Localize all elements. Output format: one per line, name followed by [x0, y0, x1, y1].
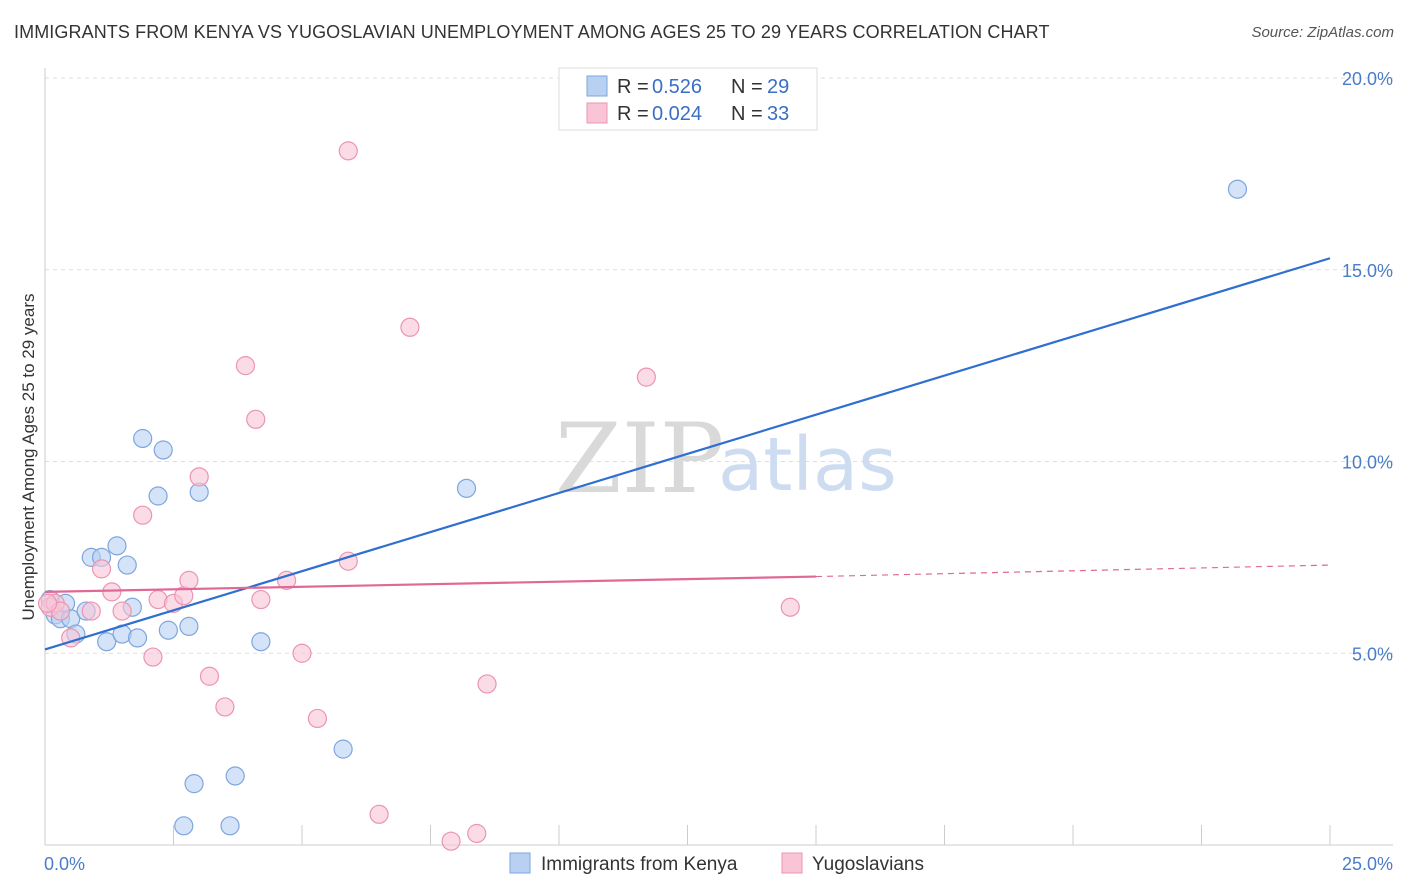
kenya-point-19 — [174, 816, 194, 836]
y-axis-label: Unemployment Among Ages 25 to 29 years — [19, 294, 38, 621]
y-tick-label-1: 10.0% — [1342, 453, 1393, 473]
watermark: ZIP atlas — [555, 403, 897, 515]
kenya-point-25 — [251, 632, 271, 652]
yugoslavians-point-19 — [251, 589, 271, 610]
legend-yugo-n-value: 33 — [767, 103, 789, 125]
yugoslavians-point-27 — [441, 831, 461, 851]
watermark-zip: ZIP — [555, 403, 724, 515]
yugoslavians-point-4 — [81, 601, 101, 621]
x-tick-label-1: 25.0% — [1342, 854, 1393, 874]
trend-line-kenya — [44, 257, 1331, 651]
kenya-point-10 — [107, 536, 127, 556]
y-tick-label-3: 20.0% — [1342, 69, 1393, 89]
chart-title: IMMIGRANTS FROM KENYA VS YUGOSLAVIAN UNE… — [14, 22, 1050, 42]
yugoslavians-point-21 — [292, 643, 312, 663]
source-credit: Source: ZipAtlas.com — [1251, 24, 1394, 41]
yugoslavians-point-20 — [276, 570, 297, 590]
yugoslavians-point-6 — [102, 582, 122, 602]
legend-kenya-n-label: N = — [731, 76, 763, 98]
kenya-point-27 — [456, 478, 477, 498]
trend-lines — [44, 257, 1331, 651]
grid-lines — [45, 77, 1393, 654]
kenya-point-9 — [97, 632, 117, 652]
x-tick-label-0: 0.0% — [44, 854, 85, 874]
kenya-point-11 — [117, 555, 137, 575]
kenya-point-21 — [184, 774, 204, 794]
legend-swatch-kenya — [586, 75, 608, 97]
yugoslavians-point-16 — [215, 697, 235, 717]
yugoslavians-point-31 — [780, 597, 800, 617]
legend-kenya-r-value: 0.526 — [652, 76, 702, 98]
yugoslavians-point-17 — [235, 356, 256, 376]
yugoslavians-point-18 — [246, 409, 266, 429]
bottom-legend: Immigrants from Kenya Yugoslavians — [509, 852, 924, 875]
bottom-legend-kenya-label: Immigrants from Kenya — [541, 854, 738, 875]
bottom-legend-swatch-kenya — [509, 852, 531, 874]
legend-yugo-r-value: 0.024 — [652, 103, 702, 125]
y-tick-label-2: 15.0% — [1342, 261, 1393, 281]
yugoslavians-point-9 — [143, 647, 163, 667]
legend-yugo-r-label: R = — [617, 103, 649, 125]
yugoslavians-point-7 — [112, 601, 132, 621]
trend-line-yugoslavians-extension — [815, 564, 1331, 578]
kenya-point-17 — [153, 440, 173, 460]
yugoslavians-point-13 — [179, 570, 199, 590]
yugoslavians-point-8 — [133, 505, 153, 525]
kenya-point-26 — [333, 739, 353, 759]
yugoslavians-point-25 — [369, 804, 389, 824]
yugoslavians-point-22 — [307, 708, 328, 729]
kenya-point-14 — [127, 628, 148, 648]
yugoslavians-point-29 — [477, 674, 497, 694]
bottom-legend-yugo-label: Yugoslavians — [812, 854, 924, 875]
bottom-legend-swatch-yugoslavians — [781, 852, 803, 874]
kenya-point-24 — [225, 766, 245, 786]
legend-kenya-n-value: 29 — [767, 76, 789, 98]
legend-swatch-yugoslavians — [586, 102, 608, 124]
axes: 5.0% 10.0% 15.0% 20.0% 0.0% 25.0% — [44, 68, 1393, 874]
top-legend: R = 0.526 N = 29 R = 0.024 N = 33 — [558, 67, 818, 131]
series-yugoslavians-points — [37, 141, 800, 851]
watermark-atlas: atlas — [718, 422, 897, 508]
trend-line-yugoslavians — [44, 575, 817, 593]
yugoslavians-point-24 — [338, 141, 358, 161]
kenya-point-18 — [158, 620, 178, 640]
kenya-point-20 — [179, 616, 199, 637]
yugoslavians-point-26 — [400, 317, 420, 337]
legend-kenya-r-label: R = — [617, 76, 649, 98]
kenya-point-15 — [133, 428, 153, 449]
yugoslavians-point-14 — [189, 467, 209, 487]
yugoslavians-point-32 — [37, 593, 58, 613]
kenya-point-16 — [148, 486, 168, 506]
yugoslavians-point-30 — [636, 367, 656, 387]
kenya-point-23 — [220, 816, 240, 836]
yugoslavians-point-15 — [199, 666, 220, 686]
yugoslavians-point-5 — [91, 559, 112, 579]
yugoslavians-point-28 — [467, 823, 487, 844]
y-tick-label-0: 5.0% — [1352, 644, 1393, 664]
kenya-point-28 — [1227, 179, 1248, 199]
legend-yugo-n-label: N = — [731, 103, 763, 125]
